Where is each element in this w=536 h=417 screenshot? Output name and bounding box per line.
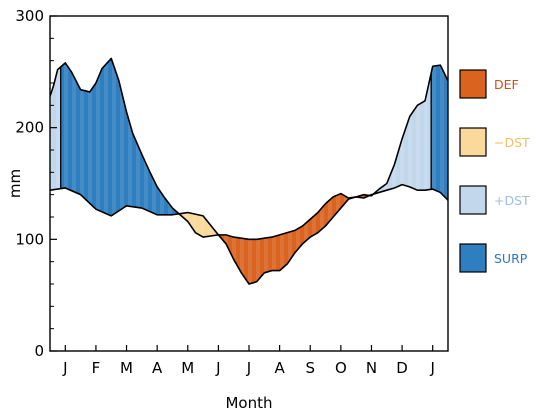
legend-swatch-mdst (459, 127, 487, 157)
legend-label-mdst: −DST (494, 135, 530, 150)
plot-area (50, 58, 448, 284)
x-tick-label: N (366, 359, 377, 377)
x-tick-label: J (62, 359, 67, 377)
x-tick-label: S (305, 359, 315, 377)
y-axis-title: mm (6, 169, 24, 198)
legend-label-pdst: +DST (494, 193, 530, 208)
series-line-1 (50, 57, 448, 241)
legend-label-surp: SURP (494, 251, 528, 266)
x-tick-label: J (215, 359, 220, 377)
legend-swatch-pdst (459, 185, 487, 215)
x-tick-label: M (120, 359, 133, 377)
x-tick-label: A (152, 359, 163, 377)
legend-swatch-def (459, 69, 487, 99)
y-tick-label: 200 (15, 119, 44, 137)
legend-label-def: DEF (494, 77, 519, 92)
y-tick-label: 100 (15, 230, 44, 248)
x-axis-title: Month (225, 394, 272, 412)
y-tick-label: 0 (34, 342, 44, 360)
series-line-2 (50, 183, 448, 285)
x-tick-label: M (181, 359, 194, 377)
legend-swatch-surp (459, 243, 487, 273)
x-tick-label: D (396, 359, 408, 377)
legend: DEF −DST +DST SURP (459, 69, 530, 273)
x-tick-label: O (335, 359, 347, 377)
x-tick-label: J (246, 359, 251, 377)
x-tick-label: J (429, 359, 434, 377)
x-tick-label: F (92, 359, 101, 377)
y-tick-label: 300 (15, 7, 44, 25)
x-tick-label: A (274, 359, 285, 377)
y-axis: 0 100 200 300 (15, 7, 57, 360)
